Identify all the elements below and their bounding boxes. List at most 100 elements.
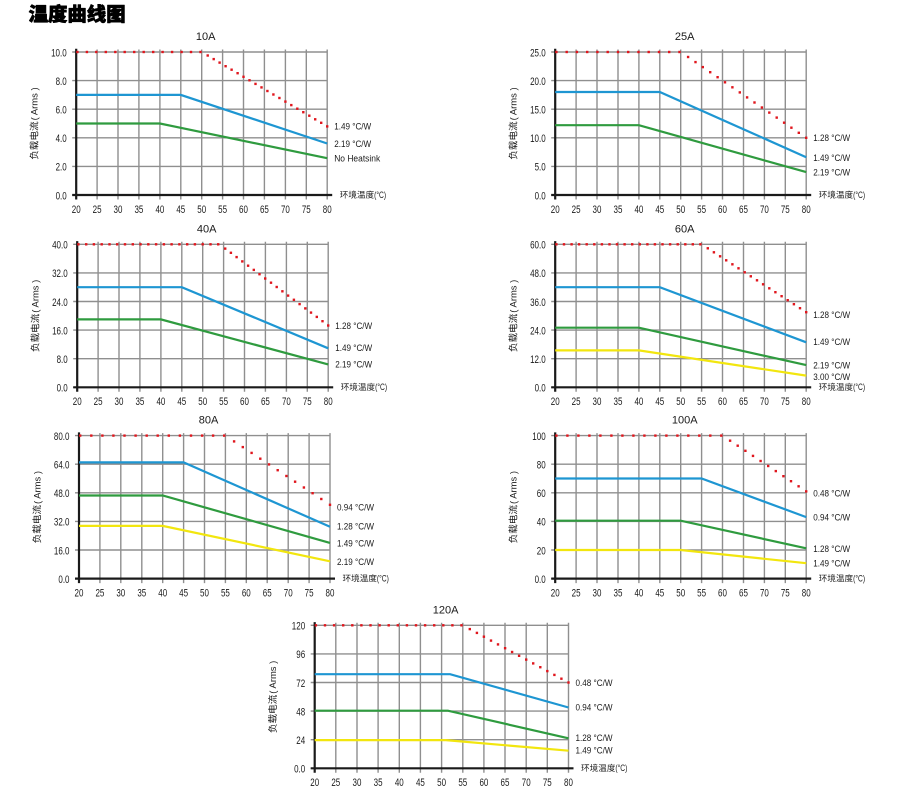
svg-text:60A: 60A <box>675 223 695 235</box>
svg-text:70: 70 <box>282 396 291 408</box>
svg-text:1.28 °C/W: 1.28 °C/W <box>576 733 614 743</box>
svg-text:65: 65 <box>263 588 272 600</box>
svg-text:45: 45 <box>655 396 664 408</box>
svg-text:2.19 °C/W: 2.19 °C/W <box>337 557 375 567</box>
svg-text:40: 40 <box>634 588 643 600</box>
svg-text:70: 70 <box>760 588 769 600</box>
svg-text:0.94 °C/W: 0.94 °C/W <box>576 703 614 713</box>
svg-text:25: 25 <box>331 777 340 789</box>
svg-text:1.49 °C/W: 1.49 °C/W <box>813 153 851 163</box>
svg-text:24.0: 24.0 <box>52 297 68 309</box>
svg-text:70: 70 <box>281 204 290 216</box>
svg-text:32.0: 32.0 <box>54 517 70 529</box>
svg-text:12.0: 12.0 <box>530 354 546 366</box>
svg-text:20: 20 <box>310 777 319 789</box>
svg-text:16.0: 16.0 <box>54 545 70 557</box>
svg-text:1.49 °C/W: 1.49 °C/W <box>335 343 373 353</box>
svg-text:45: 45 <box>179 588 188 600</box>
svg-text:65: 65 <box>501 777 510 789</box>
svg-text:(°C): (°C) <box>853 190 865 200</box>
svg-text:55: 55 <box>697 588 706 600</box>
svg-text:8.0: 8.0 <box>57 354 68 366</box>
svg-text:55: 55 <box>697 204 706 216</box>
svg-text:No Heatsink: No Heatsink <box>334 153 381 163</box>
svg-text:60: 60 <box>240 396 249 408</box>
svg-text:60: 60 <box>718 396 727 408</box>
svg-text:80A: 80A <box>199 415 219 427</box>
svg-text:70: 70 <box>522 777 531 789</box>
svg-text:20: 20 <box>73 396 82 408</box>
svg-text:30: 30 <box>593 204 602 216</box>
svg-text:(°C): (°C) <box>375 382 387 392</box>
svg-text:64.0: 64.0 <box>54 460 70 472</box>
svg-text:1.49 °C/W: 1.49 °C/W <box>813 559 851 569</box>
svg-text:(°C): (°C) <box>853 573 865 583</box>
svg-text:75: 75 <box>543 777 552 789</box>
svg-text:1.28 °C/W: 1.28 °C/W <box>335 321 373 331</box>
svg-text:( Arms ): ( Arms ) <box>31 280 42 313</box>
svg-text:40A: 40A <box>197 223 217 235</box>
svg-text:8.0: 8.0 <box>56 76 67 88</box>
svg-text:30: 30 <box>114 204 123 216</box>
svg-text:75: 75 <box>781 396 790 408</box>
svg-text:75: 75 <box>781 588 790 600</box>
svg-text:0.0: 0.0 <box>535 574 546 586</box>
svg-text:20: 20 <box>551 588 560 600</box>
svg-text:10.0: 10.0 <box>51 47 67 59</box>
svg-text:10.0: 10.0 <box>530 133 546 145</box>
svg-text:75: 75 <box>302 204 311 216</box>
svg-text:50: 50 <box>676 588 685 600</box>
svg-text:25: 25 <box>93 204 102 216</box>
svg-text:100: 100 <box>532 431 545 443</box>
svg-text:80: 80 <box>564 777 573 789</box>
svg-text:0.94 °C/W: 0.94 °C/W <box>337 503 375 513</box>
svg-text:1.49 °C/W: 1.49 °C/W <box>813 337 851 347</box>
svg-text:96: 96 <box>296 649 305 661</box>
svg-text:2.19 °C/W: 2.19 °C/W <box>334 139 372 149</box>
svg-text:30: 30 <box>116 588 125 600</box>
svg-text:20: 20 <box>75 588 84 600</box>
svg-text:1.49 °C/W: 1.49 °C/W <box>334 122 372 132</box>
svg-text:35: 35 <box>135 396 144 408</box>
svg-text:30: 30 <box>353 777 362 789</box>
svg-text:3.00 °C/W: 3.00 °C/W <box>813 372 851 382</box>
svg-text:40: 40 <box>155 204 164 216</box>
svg-text:45: 45 <box>177 396 186 408</box>
svg-text:0.0: 0.0 <box>57 383 68 395</box>
svg-text:35: 35 <box>614 204 623 216</box>
svg-text:60.0: 60.0 <box>530 240 546 252</box>
svg-text:30: 30 <box>115 396 124 408</box>
svg-text:25: 25 <box>572 396 581 408</box>
svg-text:35: 35 <box>614 588 623 600</box>
svg-text:75: 75 <box>781 204 790 216</box>
svg-text:40: 40 <box>634 204 643 216</box>
svg-text:25: 25 <box>94 396 103 408</box>
svg-text:(°C): (°C) <box>377 573 389 583</box>
svg-text:4.0: 4.0 <box>56 133 67 145</box>
svg-text:65: 65 <box>739 204 748 216</box>
svg-text:0.0: 0.0 <box>535 383 546 395</box>
svg-text:45: 45 <box>416 777 425 789</box>
svg-text:48: 48 <box>296 706 305 718</box>
svg-text:25: 25 <box>572 588 581 600</box>
svg-text:15.0: 15.0 <box>530 105 546 117</box>
svg-text:40: 40 <box>537 517 546 529</box>
svg-text:50: 50 <box>200 588 209 600</box>
svg-text:40: 40 <box>634 396 643 408</box>
svg-text:0.0: 0.0 <box>58 574 69 586</box>
svg-text:60: 60 <box>718 204 727 216</box>
svg-text:0.0: 0.0 <box>56 190 67 202</box>
svg-text:50: 50 <box>197 204 206 216</box>
svg-text:48.0: 48.0 <box>530 268 546 280</box>
svg-text:40: 40 <box>156 396 165 408</box>
svg-text:( Arms ): ( Arms ) <box>509 471 520 504</box>
svg-text:20: 20 <box>551 204 560 216</box>
svg-text:48.0: 48.0 <box>54 488 70 500</box>
svg-text:1.28 °C/W: 1.28 °C/W <box>813 133 851 143</box>
svg-text:2.19 °C/W: 2.19 °C/W <box>813 361 851 371</box>
svg-text:80: 80 <box>802 588 811 600</box>
svg-text:( Arms ): ( Arms ) <box>509 87 520 120</box>
svg-text:1.28 °C/W: 1.28 °C/W <box>813 544 851 554</box>
svg-text:16.0: 16.0 <box>52 325 68 337</box>
svg-text:32.0: 32.0 <box>52 268 68 280</box>
